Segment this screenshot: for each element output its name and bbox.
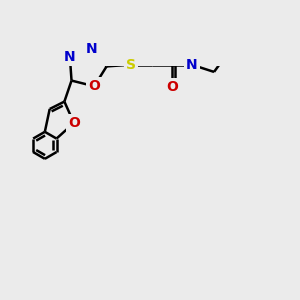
Text: S: S bbox=[126, 58, 136, 72]
Text: O: O bbox=[88, 79, 100, 93]
Text: N: N bbox=[64, 50, 76, 64]
Text: N: N bbox=[186, 58, 198, 72]
Text: N: N bbox=[86, 41, 98, 56]
Text: O: O bbox=[166, 80, 178, 94]
Text: O: O bbox=[68, 116, 80, 130]
